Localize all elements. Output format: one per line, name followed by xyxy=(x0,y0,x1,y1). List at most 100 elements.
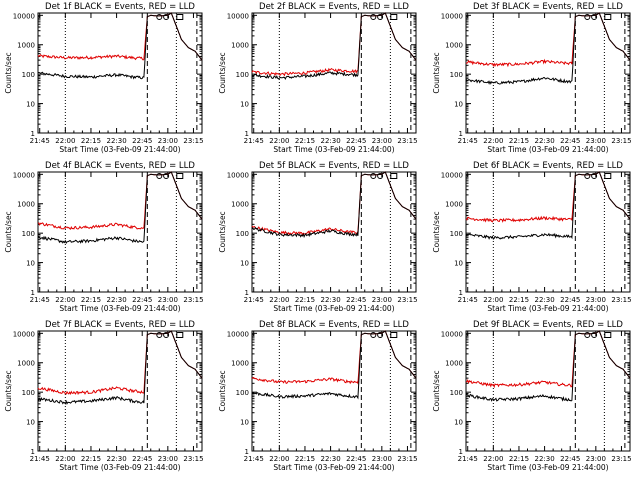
detector-panel-5: Det 5f BLACK = Events, RED = LLD 1 10 100 10… xyxy=(218,161,418,313)
events-series-line xyxy=(465,171,631,240)
x-tick-label: 21:45 xyxy=(458,296,478,304)
y-tick-label: 100 xyxy=(236,71,249,79)
x-tick-label: 22:45 xyxy=(560,137,580,145)
x-tick-label: 22:30 xyxy=(320,296,340,304)
panel-title: Det 9f BLACK = Events, RED = LLD xyxy=(473,320,623,330)
x-tick-label: 23:00 xyxy=(158,455,178,463)
y-tick-label: 10000 xyxy=(13,330,35,338)
attenuator-marker xyxy=(584,14,591,20)
y-tick-label: 1 xyxy=(459,448,463,456)
x-tick-label: 22:15 xyxy=(295,296,315,304)
x-tick-label: 22:00 xyxy=(269,296,289,304)
panel-title: Det 4f BLACK = Events, RED = LLD xyxy=(45,161,195,171)
y-tick-label: 1 xyxy=(31,130,35,138)
x-tick-label: 22:30 xyxy=(534,455,554,463)
panel-title: Det 2f BLACK = Events, RED = LLD xyxy=(259,2,409,12)
x-tick-label: 22:45 xyxy=(346,137,366,145)
y-tick-label: 10000 xyxy=(13,12,35,20)
y-tick-label: 10000 xyxy=(441,330,463,338)
attenuator-marker xyxy=(584,173,591,179)
y-tick-label: 10 xyxy=(26,101,35,109)
y-axis-label: Counts/sec xyxy=(218,211,227,252)
x-tick-label: 22:00 xyxy=(55,296,75,304)
y-tick-label: 1000 xyxy=(17,42,35,50)
events-series-line xyxy=(465,330,631,402)
y-tick-label: 10 xyxy=(240,101,249,109)
x-tick-label: 21:45 xyxy=(244,137,264,145)
y-tick-label: 1000 xyxy=(17,201,35,209)
detector-panel-3: Det 3f BLACK = Events, RED = LLD 1 10 100 10… xyxy=(432,2,632,154)
y-tick-label: 10 xyxy=(240,419,249,427)
detector-panel-2: Det 2f BLACK = Events, RED = LLD 1 10 100 10… xyxy=(218,2,418,154)
x-tick-label: 21:45 xyxy=(244,455,264,463)
y-axis-label: Counts/sec xyxy=(4,52,13,93)
attenuator-marker xyxy=(604,14,612,20)
lld-series-line xyxy=(251,330,417,385)
x-tick-label: 22:00 xyxy=(269,137,289,145)
detector-panel-8: Det 8f BLACK = Events, RED = LLD 1 10 100 10… xyxy=(218,320,418,472)
y-tick-label: 1 xyxy=(245,130,249,138)
x-tick-label: 22:00 xyxy=(269,455,289,463)
x-tick-label: 23:00 xyxy=(586,455,606,463)
attenuator-marker xyxy=(591,332,598,338)
y-tick-label: 1000 xyxy=(445,201,463,209)
y-tick-label: 10 xyxy=(454,101,463,109)
x-axis-label: Start Time (03-Feb-09 21:44:00) xyxy=(59,463,180,472)
x-tick-label: 22:15 xyxy=(295,455,315,463)
plot-frame xyxy=(37,330,203,452)
y-tick-label: 1000 xyxy=(231,360,249,368)
y-tick-label: 10 xyxy=(454,419,463,427)
x-axis-label: Start Time (03-Feb-09 21:44:00) xyxy=(273,463,394,472)
x-tick-label: 21:45 xyxy=(30,455,50,463)
y-tick-label: 100 xyxy=(450,389,463,397)
detector-panel-4: Det 4f BLACK = Events, RED = LLD 1 10 100 10… xyxy=(4,161,204,313)
x-axis-label: Start Time (03-Feb-09 21:44:00) xyxy=(273,145,394,154)
panel-title: Det 7f BLACK = Events, RED = LLD xyxy=(45,320,195,330)
x-tick-label: 22:15 xyxy=(81,137,101,145)
y-tick-label: 1 xyxy=(245,448,249,456)
y-axis-label: Counts/sec xyxy=(432,211,441,252)
y-tick-label: 10000 xyxy=(227,171,249,179)
lld-series-line xyxy=(465,330,631,389)
lld-series-line xyxy=(251,171,417,236)
x-tick-label: 22:45 xyxy=(346,455,366,463)
x-tick-label: 22:30 xyxy=(534,137,554,145)
panel-title: Det 8f BLACK = Events, RED = LLD xyxy=(259,320,409,330)
y-tick-label: 10000 xyxy=(227,330,249,338)
y-tick-label: 100 xyxy=(450,230,463,238)
events-series-line xyxy=(251,330,417,400)
attenuator-marker xyxy=(156,14,163,20)
y-axis-label: Counts/sec xyxy=(4,211,13,252)
x-tick-label: 22:00 xyxy=(483,455,503,463)
attenuator-marker xyxy=(370,332,377,338)
x-tick-label: 22:30 xyxy=(106,137,126,145)
y-tick-label: 100 xyxy=(450,71,463,79)
x-tick-label: 22:30 xyxy=(534,296,554,304)
x-tick-label: 22:00 xyxy=(55,137,75,145)
y-tick-label: 10 xyxy=(240,260,249,268)
attenuator-marker xyxy=(163,332,170,338)
x-axis-label: Start Time (03-Feb-09 21:44:00) xyxy=(59,145,180,154)
y-tick-label: 1000 xyxy=(445,360,463,368)
y-tick-label: 100 xyxy=(22,230,35,238)
x-tick-label: 23:15 xyxy=(611,296,631,304)
attenuator-marker xyxy=(584,332,591,338)
x-axis-label: Start Time (03-Feb-09 21:44:00) xyxy=(487,463,608,472)
x-tick-label: 23:15 xyxy=(183,137,203,145)
y-tick-label: 1000 xyxy=(17,360,35,368)
x-tick-label: 21:45 xyxy=(244,296,264,304)
attenuator-marker xyxy=(163,173,170,179)
y-tick-label: 1000 xyxy=(231,42,249,50)
attenuator-marker xyxy=(176,173,184,179)
y-tick-label: 1 xyxy=(31,448,35,456)
attenuator-marker xyxy=(377,173,384,179)
x-tick-label: 23:15 xyxy=(397,455,417,463)
y-tick-label: 100 xyxy=(22,389,35,397)
attenuator-marker xyxy=(604,173,612,179)
y-tick-label: 100 xyxy=(236,230,249,238)
x-axis-label: Start Time (03-Feb-09 21:44:00) xyxy=(273,304,394,313)
x-tick-label: 22:00 xyxy=(483,296,503,304)
x-tick-label: 23:15 xyxy=(183,455,203,463)
plot-frame xyxy=(465,171,631,293)
